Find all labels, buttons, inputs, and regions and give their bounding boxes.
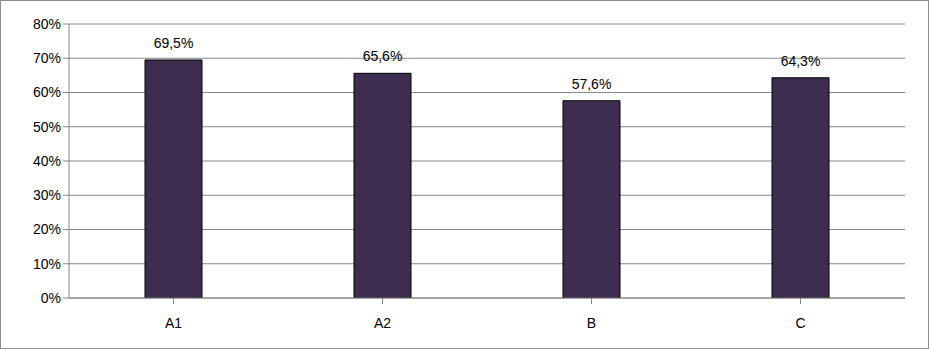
- svg-text:64,3%: 64,3%: [781, 53, 821, 69]
- svg-text:A1: A1: [165, 315, 182, 331]
- svg-text:30%: 30%: [33, 187, 61, 203]
- svg-text:A2: A2: [374, 315, 391, 331]
- svg-text:B: B: [587, 315, 596, 331]
- svg-text:60%: 60%: [33, 84, 61, 100]
- svg-text:57,6%: 57,6%: [572, 76, 612, 92]
- svg-text:65,6%: 65,6%: [363, 48, 403, 64]
- svg-text:50%: 50%: [33, 119, 61, 135]
- svg-text:20%: 20%: [33, 221, 61, 237]
- svg-text:C: C: [795, 315, 805, 331]
- svg-text:40%: 40%: [33, 153, 61, 169]
- svg-text:0%: 0%: [41, 290, 61, 306]
- svg-text:70%: 70%: [33, 50, 61, 66]
- svg-text:10%: 10%: [33, 256, 61, 272]
- svg-text:69,5%: 69,5%: [154, 35, 194, 51]
- svg-text:80%: 80%: [33, 16, 61, 32]
